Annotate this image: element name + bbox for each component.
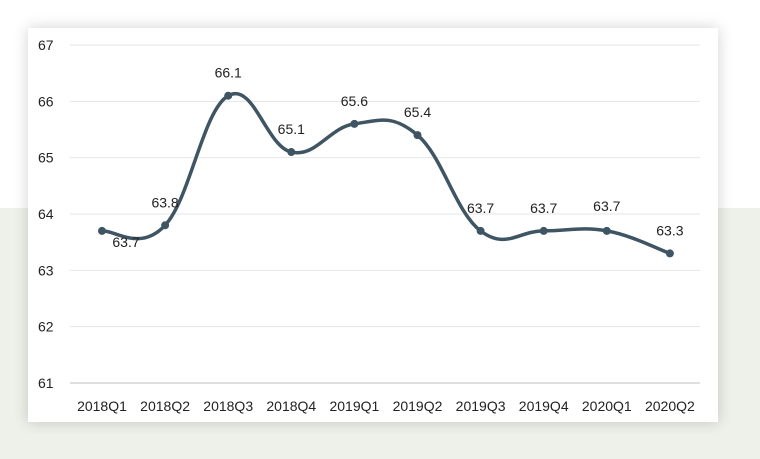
x-tick-label: 2019Q3 — [456, 398, 506, 414]
data-label: 63.7 — [593, 198, 620, 214]
x-axis-ticks: 2018Q1 2018Q2 2018Q3 2018Q4 2019Q1 2019Q2 2019… — [77, 398, 695, 414]
chart-card — [28, 28, 718, 422]
x-tick-label: 2020Q2 — [645, 398, 695, 414]
data-label: 63.8 — [151, 194, 178, 210]
gridlines — [70, 44, 700, 384]
data-point — [287, 148, 296, 157]
x-tick-label: 2020Q1 — [582, 398, 632, 414]
data-label: 65.1 — [278, 121, 305, 137]
data-label: 63.7 — [530, 200, 557, 216]
data-point — [665, 249, 674, 258]
x-tick-label: 2019Q1 — [329, 398, 379, 414]
data-point — [224, 91, 233, 100]
x-tick-label: 2018Q3 — [203, 398, 253, 414]
x-tick-label: 2019Q2 — [393, 398, 443, 414]
data-point — [413, 131, 422, 140]
x-tick-label: 2019Q4 — [519, 398, 569, 414]
data-label: 65.6 — [341, 93, 368, 109]
data-point — [539, 226, 548, 235]
y-axis-ticks: 61 62 63 64 65 66 67 — [38, 37, 54, 391]
data-label: 66.1 — [215, 65, 242, 81]
y-tick-label: 62 — [38, 319, 54, 335]
y-tick-label: 67 — [38, 37, 54, 53]
data-point — [602, 226, 611, 235]
x-tick-label: 2018Q2 — [140, 398, 190, 414]
x-tick-label: 2018Q1 — [77, 398, 127, 414]
data-point — [161, 221, 170, 230]
data-label: 63.7 — [467, 200, 494, 216]
y-tick-label: 66 — [38, 93, 54, 109]
data-label: 63.3 — [656, 222, 683, 238]
series-line — [101, 91, 671, 256]
data-points — [98, 91, 674, 258]
x-tick-label: 2018Q4 — [266, 398, 316, 414]
data-label: 63.7 — [112, 234, 139, 250]
data-point — [350, 119, 359, 128]
data-point — [476, 226, 485, 235]
y-tick-label: 61 — [38, 375, 54, 391]
y-tick-label: 65 — [38, 150, 54, 166]
data-label: 65.4 — [404, 104, 431, 120]
data-point — [98, 226, 106, 235]
data-labels: 63.7 63.8 66.1 65.1 65.6 65.4 63.7 63.7 63.7 63.3 — [112, 65, 683, 250]
y-tick-label: 64 — [38, 206, 54, 222]
y-tick-label: 63 — [38, 262, 54, 278]
